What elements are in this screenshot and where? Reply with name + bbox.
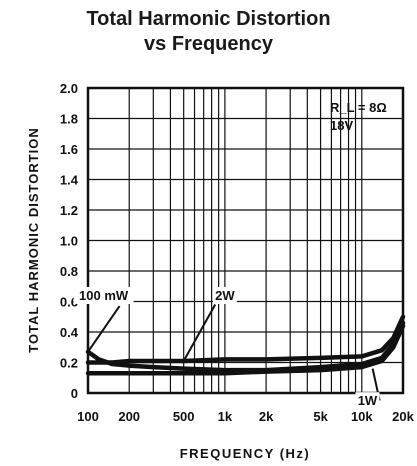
series-annotation-label: 2W bbox=[215, 288, 235, 303]
ticks: 0 0.2 0.4 0.6 0.8 1.0 1.2 1.4 1.6 1.8 2.0 100 200 500… bbox=[60, 81, 415, 424]
x-tick-label: 1k bbox=[218, 409, 233, 424]
x-tick-label: 10k bbox=[351, 409, 373, 424]
series-annotation-label: 100 mW bbox=[79, 288, 129, 303]
y-tick-label: 2.0 bbox=[60, 81, 78, 96]
annotation-background bbox=[73, 286, 134, 304]
annotation-background bbox=[212, 286, 237, 304]
chart-title-line-1: Total Harmonic Distortion bbox=[86, 8, 331, 30]
y-axis-label: TOTAL HARMONIC DISTORTION bbox=[26, 127, 41, 353]
x-tick-label: 100 bbox=[77, 409, 99, 424]
condition-rl: R_L = 8Ω bbox=[330, 100, 387, 115]
y-tick-label: 1.8 bbox=[60, 112, 78, 127]
series-annotation-label: 1W bbox=[358, 393, 378, 408]
condition-voltage: 18V bbox=[330, 118, 353, 133]
grid bbox=[87, 87, 404, 394]
y-tick-label: 1.2 bbox=[60, 203, 78, 218]
series-line-1w bbox=[85, 323, 406, 376]
x-tick-label: 200 bbox=[118, 409, 140, 424]
y-tick-label: 1.6 bbox=[60, 142, 78, 157]
x-tick-label: 500 bbox=[173, 409, 195, 424]
x-tick-label: 5k bbox=[313, 409, 328, 424]
x-axis-label: FREQUENCY (Hz) bbox=[180, 446, 311, 461]
series-line-2w bbox=[85, 314, 406, 365]
y-tick-label: 1.4 bbox=[60, 173, 79, 188]
series-group bbox=[85, 314, 406, 376]
annotation-leader bbox=[182, 304, 217, 362]
annotation-background bbox=[355, 392, 380, 410]
x-tick-label: 2k bbox=[259, 409, 274, 424]
y-tick-label: 0.4 bbox=[60, 325, 79, 340]
y-tick-label: 0.2 bbox=[60, 356, 78, 371]
x-tick-label: 20k bbox=[392, 409, 414, 424]
chart-title-line-2: vs Frequency bbox=[144, 33, 273, 55]
annotations: R_L = 8Ω 18V 100 mW 2W 1W bbox=[73, 100, 387, 410]
y-tick-label: 0.8 bbox=[60, 264, 78, 279]
y-tick-label: 0 bbox=[71, 386, 78, 401]
annotation-leader bbox=[87, 305, 121, 353]
y-tick-label: 1.0 bbox=[60, 234, 78, 249]
y-tick-label: 0.6 bbox=[60, 295, 78, 310]
